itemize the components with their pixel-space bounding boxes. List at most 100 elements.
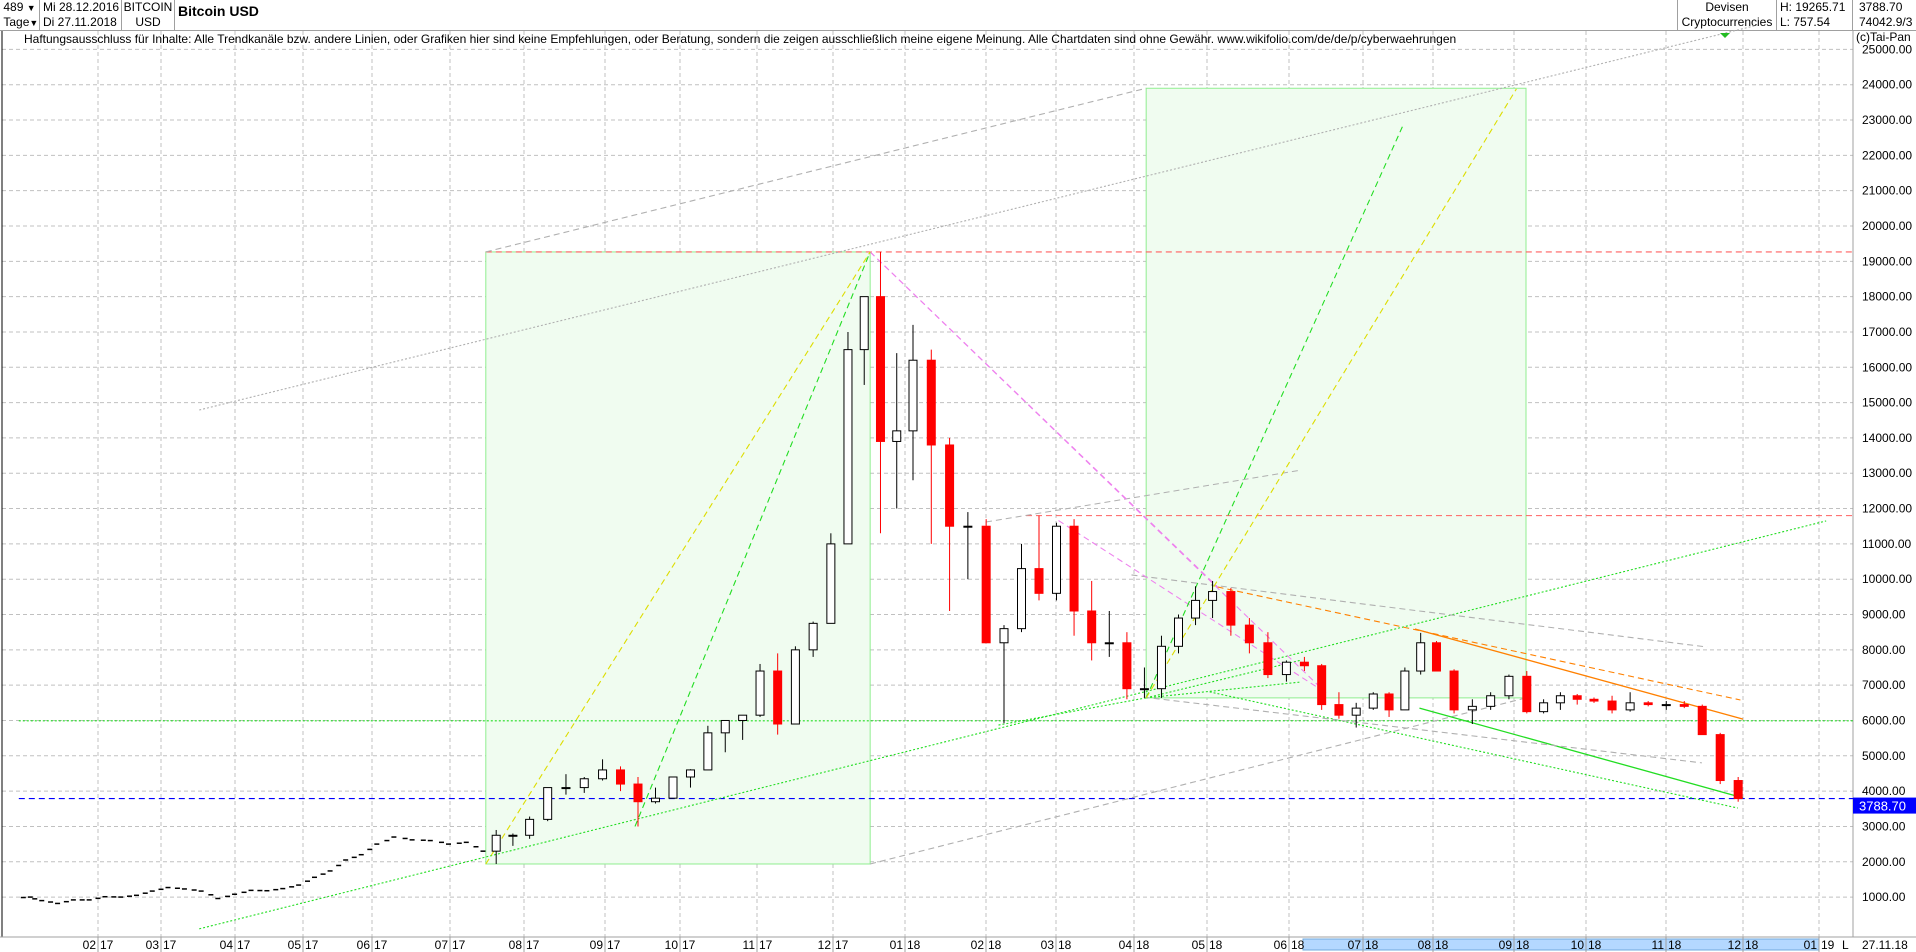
time-axis-year: 18 [1745,938,1759,952]
green-fan-1 [1146,659,1302,699]
candle-down [1299,661,1309,667]
price-axis-label: 6000.00 [1862,713,1906,727]
candle-up [1625,702,1635,711]
price-axis-label: 20000.00 [1862,219,1912,233]
price-axis: 1000.00 2000.00 3000.00 4000.00 5000.00 6000.… [1853,42,1916,904]
candle-up [1467,705,1477,711]
candle-down [1679,704,1689,707]
chevron-down-icon: ▼ [29,18,39,28]
candle-down [1263,642,1273,676]
candle-up [1539,702,1549,713]
gray-long-trend [199,24,1758,411]
candle-up [963,525,973,528]
start-date[interactable]: Mi 28.12.2016 [43,0,120,14]
candle-up [892,430,902,442]
candle-down [633,783,643,803]
candle-up [826,543,836,624]
gray-box-connector-bottom [870,697,1527,865]
gray-trend-3 [985,469,1302,523]
time-axis-month: 07 [1348,938,1362,952]
candle-up [598,769,608,780]
last-price-tag [1853,797,1916,814]
time-axis-year: 18 [1136,938,1150,952]
time-axis-year: 17 [237,938,251,952]
candle-down [1607,700,1617,711]
candle-up [1156,645,1166,690]
trend-lines [18,24,1853,930]
candle-down [1589,698,1599,702]
candle-down [1715,734,1725,782]
price-axis-label: 14000.00 [1862,431,1912,445]
candle-up [790,649,800,725]
analysis-box [1145,87,1527,699]
candle-down [1087,610,1097,644]
candle-up [491,834,501,852]
candle-up [843,349,853,545]
time-axis-month: 07 [435,938,449,952]
time-scrollbar-thumb[interactable] [1302,938,1820,951]
time-axis-month: 02 [971,938,985,952]
bar-count-dropdown[interactable]: 489 ▼ [0,0,39,15]
candle-up [808,622,818,651]
chevron-down-icon: ▼ [26,3,36,13]
time-axis-year: 18 [907,938,921,952]
price-axis-label: 25000.00 [1862,42,1912,56]
time-axis-year: 17 [682,938,696,952]
price-axis-label: 15000.00 [1862,396,1912,410]
period-dropdown[interactable]: Tage▼ [0,15,39,30]
candle-up [999,628,1009,644]
category-cell: Devisen Cryptocurrencies [1677,0,1777,30]
time-axis-month: 11 [743,938,756,952]
time-axis-year: 17 [452,938,466,952]
candle-down [1226,591,1236,626]
candle-up [579,778,589,789]
candle-up [668,776,678,799]
candle-up [525,818,535,836]
green-steep-2017 [634,251,871,827]
time-axis-month: 08 [1418,938,1432,952]
green-steep-2018 [1145,123,1405,699]
time-axis-year: 17 [759,938,773,952]
time-axis-year: 18 [1516,938,1530,952]
candle-up [1504,675,1514,697]
chart-header: 489 ▼ Tage▼ Mi 28.12.2016 Di 27.11.2018 … [0,0,1916,31]
price-axis-label: 23000.00 [1862,113,1912,127]
time-axis-year: 17 [100,938,114,952]
time-axis-month: 10 [1571,938,1585,952]
candle-down [1317,665,1327,706]
pink-fan-2 [869,251,1327,694]
date-range-cell: Mi 28.12.2016 Di 27.11.2018 [40,0,122,30]
time-axis-month: 06 [1274,938,1288,952]
price-axis-label: 3000.00 [1862,819,1906,833]
category: Devisen [1705,0,1749,14]
gray-trend-2 [1143,696,1702,764]
period: Tage [3,15,30,29]
time-axis-month: 08 [509,938,523,952]
green-fan-2 [1146,681,1302,699]
candle-up [1052,525,1061,594]
candle-down [1069,525,1079,612]
candle-down [945,444,955,527]
candles [20,251,1743,905]
time-axis-year: 17 [163,938,177,952]
time-axis-year: 17 [835,938,849,952]
candle-down [1034,568,1044,594]
time-axis-year: 18 [1668,938,1682,952]
last-price-label: 3788.70 [1859,799,1906,814]
gray-box-connector-top [485,87,1147,253]
candle-up [1208,591,1218,601]
candle-down [926,359,936,446]
high-low-cell: H: 19265.71 L: 757.54 [1777,0,1853,30]
candle-up [651,797,660,803]
candle-up [703,732,713,771]
price-axis-label: 17000.00 [1862,325,1912,339]
end-date[interactable]: Di 27.11.2018 [43,15,117,29]
last-value: 3788.70 [1859,0,1903,14]
pink-fan-3 [1058,520,1327,694]
candle-down [1431,642,1441,672]
candle-down [1643,702,1653,706]
candle-up [1139,688,1149,691]
high-value: H: 19265.71 [1780,0,1846,14]
time-axis-month: 03 [146,938,160,952]
